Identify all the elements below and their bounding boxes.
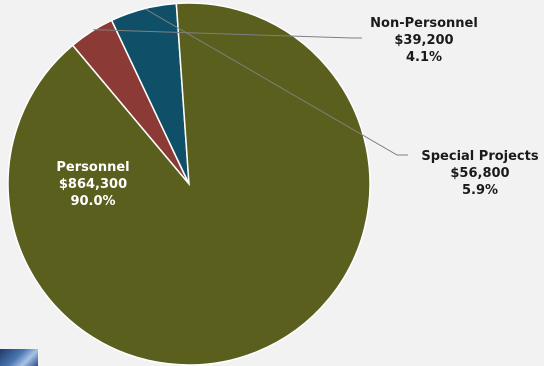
pie-slices	[7, 2, 371, 366]
label-special-projects-name: Special Projects	[421, 149, 538, 164]
label-special-projects-value: $56,800	[450, 166, 509, 181]
label-personnel-value: $864,300	[59, 177, 127, 192]
label-non-personnel-percent: 4.1%	[406, 50, 442, 65]
label-special-projects-percent: 5.9%	[462, 183, 498, 198]
label-non-personnel-value: $39,200	[394, 33, 453, 48]
label-personnel-name: Personnel	[56, 160, 129, 175]
data-label-non-personnel: Non-Personnel $39,200 4.1%	[370, 16, 478, 65]
pie-slice-personnel	[7, 2, 371, 366]
leader-line-non-personnel	[93, 29, 362, 39]
leader-lines	[93, 8, 408, 156]
label-non-personnel-name: Non-Personnel	[370, 16, 478, 31]
data-label-personnel: Personnel $864,300 90.0%	[56, 160, 129, 209]
data-label-special-projects: Special Projects $56,800 5.9%	[421, 149, 538, 198]
corner-thumbnail	[0, 349, 38, 366]
label-personnel-percent: 90.0%	[70, 194, 115, 209]
leader-line-special-projects	[144, 8, 408, 156]
